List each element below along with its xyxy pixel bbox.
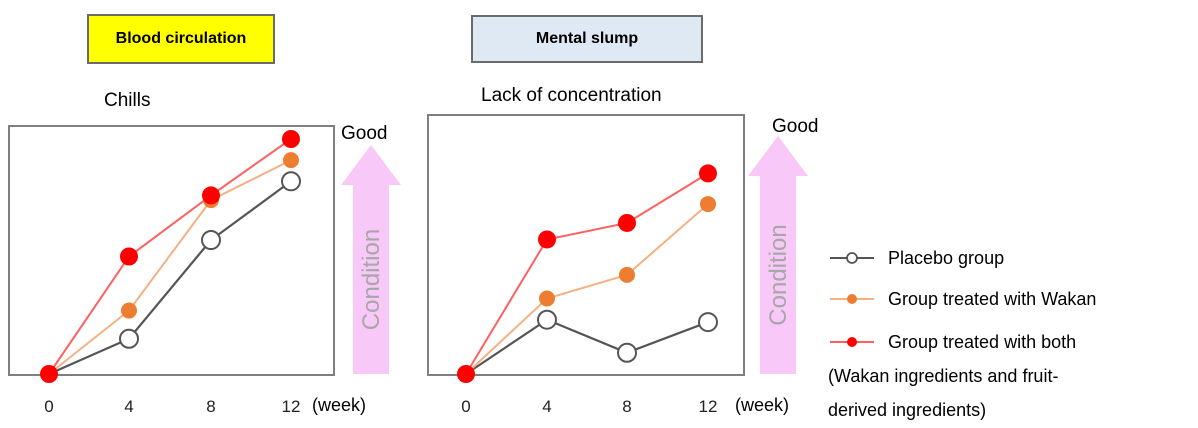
- chart1-point-both: [120, 247, 138, 266]
- chart2-point-both: [618, 213, 636, 232]
- legend-label-placebo: Placebo group: [888, 248, 1005, 268]
- chart1-point-both: [202, 186, 220, 205]
- chart1-plot-frame: [8, 125, 335, 376]
- legend-label-wakan: Group treated with Wakan: [888, 289, 1097, 309]
- chart1-point-origin: [40, 365, 58, 383]
- chart2-x-tick-label: 12: [699, 397, 718, 416]
- legend-marker-both: [830, 337, 874, 347]
- chart2-point-both: [699, 164, 717, 183]
- chart2-point-placebo: [698, 312, 718, 333]
- chart2-point-origin: [457, 365, 475, 383]
- chart2-plot-frame: [427, 114, 745, 376]
- chart-title-lack-of-concentration: Lack of concentration: [481, 85, 662, 106]
- chart2-x-unit-label: (week): [735, 395, 789, 415]
- chart2-condition-label: Condition: [765, 224, 792, 325]
- legend-item-both: Group treated with both (Wakan ingredien…: [828, 328, 1076, 424]
- chart2-series-line-wakan: [465, 203, 709, 375]
- chart1-condition-arrow: [341, 145, 401, 374]
- chart1-point-placebo: [119, 328, 139, 349]
- chart1-series-line-both: [48, 138, 292, 375]
- chart2-series-line-both: [465, 172, 709, 375]
- legend-label-both-line1: Group treated with both: [888, 332, 1077, 352]
- chart-title-chills: Chills: [104, 90, 151, 111]
- legend-item-placebo: Placebo group: [828, 244, 1004, 272]
- chart1-x-tick-label: 8: [206, 397, 215, 416]
- chart1-condition-label: Condition: [358, 229, 385, 330]
- chart2-series-line-placebo: [465, 318, 709, 375]
- chart1-series-line-placebo: [48, 180, 292, 376]
- chart1-x-tick-label: 0: [44, 397, 53, 416]
- chart1-point-wakan: [283, 152, 299, 169]
- chart2-x-tick-label: 4: [542, 397, 551, 416]
- chart2-x-tick-label: 0: [461, 397, 470, 416]
- legend-label-both-line3: derived ingredients): [828, 400, 987, 420]
- legend-label-both: Group treated with both (Wakan ingredien…: [828, 328, 1076, 424]
- legend-marker-placebo: [830, 252, 874, 264]
- category-badge-mental-slump: Mental slump: [471, 15, 703, 63]
- chart1-x-unit-label: (week): [312, 395, 366, 415]
- legend-label-both-line2: (Wakan ingredients and fruit-: [828, 366, 1059, 386]
- chart2-point-both: [538, 230, 556, 249]
- legend-item-wakan: Group treated with Wakan: [828, 285, 1096, 313]
- chart2-point-wakan: [700, 196, 716, 213]
- chart1-point-placebo: [201, 230, 221, 251]
- good-label: Good: [772, 116, 819, 137]
- chart1-x-tick-label: 4: [124, 397, 133, 416]
- chart2-point-wakan: [619, 266, 635, 283]
- good-label: Good: [341, 123, 388, 144]
- chart2-point-wakan: [539, 290, 555, 307]
- chart2-point-placebo: [537, 309, 557, 330]
- chart2-condition-arrow: [748, 136, 808, 374]
- chart1-point-placebo: [281, 171, 301, 192]
- chart2-point-placebo: [617, 342, 637, 363]
- chart1-point-both: [282, 130, 300, 148]
- legend-marker-wakan: [830, 294, 874, 304]
- chart1-x-tick-label: 12: [282, 397, 301, 416]
- chart1-series-line-wakan: [48, 159, 292, 375]
- chart1-point-wakan: [121, 302, 137, 319]
- chart2-x-tick-label: 8: [622, 397, 631, 416]
- category-badge-blood-circulation: Blood circulation: [87, 14, 275, 64]
